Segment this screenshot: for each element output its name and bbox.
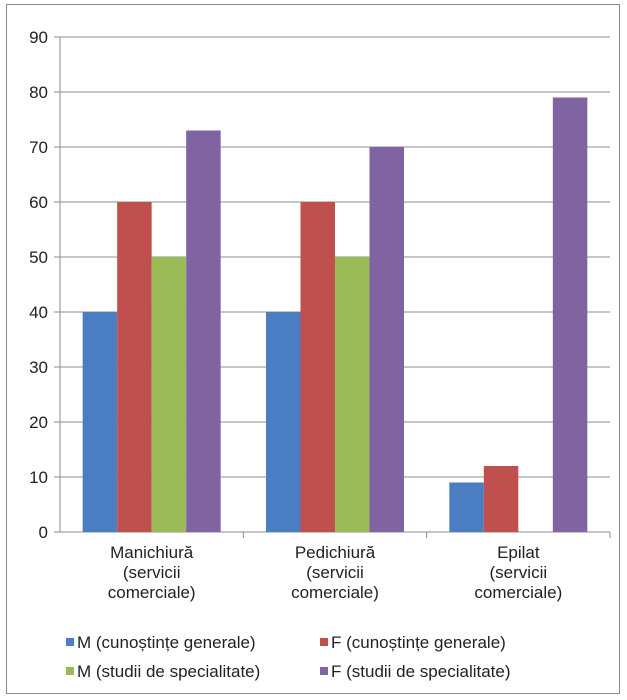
x-category-label: (servicii (123, 563, 181, 582)
bar (300, 202, 335, 532)
y-tick-label: 10 (29, 468, 48, 487)
bar (449, 482, 484, 532)
y-tick-label: 50 (29, 248, 48, 267)
legend-label: F (studii de specialitate) (331, 662, 511, 681)
bar (266, 312, 301, 532)
legend-swatch (66, 667, 74, 675)
x-category-label: Epilat (497, 543, 540, 562)
y-tick-label: 90 (29, 28, 48, 47)
x-category-label: comerciale) (291, 583, 379, 602)
bar (335, 257, 370, 532)
x-category-label: comerciale) (474, 583, 562, 602)
y-tick-label: 60 (29, 193, 48, 212)
x-category-label: (servicii (490, 563, 548, 582)
x-category-label: comerciale) (108, 583, 196, 602)
y-tick-label: 20 (29, 413, 48, 432)
bar (369, 147, 404, 532)
x-category-label: Manichiură (110, 543, 194, 562)
y-tick-label: 30 (29, 358, 48, 377)
legend-swatch (320, 667, 328, 675)
legend-label: F (cunoștințe generale) (331, 633, 506, 652)
x-category-label: (servicii (306, 563, 364, 582)
bar (151, 257, 187, 532)
y-tick-label: 40 (29, 303, 48, 322)
y-tick-label: 0 (39, 523, 48, 542)
legend-swatch (66, 638, 74, 646)
bar (186, 130, 221, 532)
legend-swatch (320, 638, 328, 646)
bar (483, 466, 519, 532)
bar (117, 202, 152, 532)
bar (82, 312, 118, 532)
x-category-label: Pedichiură (295, 543, 376, 562)
legend-label: M (cunoștințe generale) (77, 633, 256, 652)
legend-label: M (studii de specialitate) (77, 662, 260, 681)
y-tick-label: 80 (29, 83, 48, 102)
y-tick-label: 70 (29, 138, 48, 157)
bar (552, 97, 588, 532)
